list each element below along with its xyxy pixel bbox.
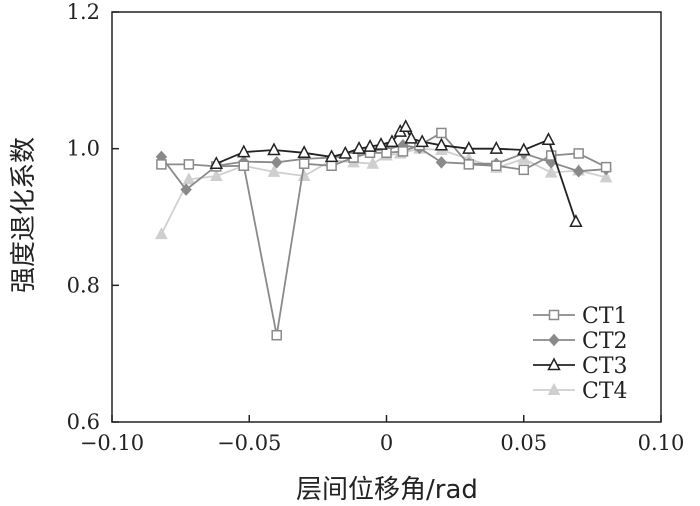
data-point-ct1 — [298, 158, 310, 169]
legend-item-ct3: CT3 — [533, 354, 628, 379]
data-point-ct3 — [324, 149, 339, 163]
y-tick-label: 1.0 — [67, 137, 100, 161]
y-axis-title: 强度退化系数 — [9, 137, 39, 293]
data-point-ct2 — [435, 156, 448, 169]
data-point-ct3 — [237, 144, 251, 158]
x-axis-title: 层间位移角/rad — [296, 475, 478, 505]
data-point-ct1 — [436, 127, 447, 139]
legend-marker — [547, 382, 561, 395]
data-point-ct4 — [366, 156, 380, 169]
data-point-ct1 — [271, 329, 282, 341]
data-point-ct4 — [182, 172, 196, 185]
data-point-ct1 — [573, 148, 584, 159]
data-point-ct1 — [491, 160, 502, 171]
data-point-ct3 — [489, 141, 504, 154]
data-point-ct1 — [326, 160, 337, 171]
legend-label: CT3 — [582, 354, 628, 379]
data-point-ct2 — [572, 164, 585, 178]
data-point-ct1 — [545, 150, 557, 161]
data-point-ct4 — [155, 227, 168, 240]
legend-item-ct2: CT2 — [533, 329, 628, 354]
x-tick-label: 0.10 — [638, 431, 685, 455]
data-point-ct3 — [462, 141, 476, 154]
series-layer — [155, 119, 613, 341]
data-point-ct2 — [271, 156, 283, 169]
x-tick-label: 0.05 — [500, 431, 547, 455]
legend-marker — [548, 309, 560, 321]
data-point-ct3 — [415, 134, 429, 148]
legend-item-ct4: CT4 — [533, 379, 628, 404]
data-point-ct3 — [385, 134, 399, 148]
data-point-ct1 — [463, 159, 475, 170]
legend-label: CT4 — [582, 379, 628, 404]
data-point-ct1 — [238, 160, 250, 171]
data-point-ct3 — [434, 137, 449, 151]
legend-label: CT1 — [582, 304, 628, 329]
series-ct3 — [209, 119, 583, 228]
plot-frame-rect — [111, 11, 662, 423]
data-point-ct4 — [267, 164, 281, 177]
data-point-ct1 — [600, 161, 612, 173]
data-point-ct3 — [209, 156, 224, 169]
legend-label: CT2 — [582, 329, 628, 354]
y-tick-label: 0.8 — [67, 273, 100, 297]
data-point-ct3 — [363, 139, 377, 152]
legend-marker — [547, 357, 561, 371]
legend-item-ct1: CT1 — [533, 304, 628, 329]
x-tick-label: −0.05 — [217, 431, 281, 455]
data-point-ct3 — [569, 214, 583, 228]
data-point-ct1 — [183, 159, 195, 170]
data-point-ct2 — [180, 183, 192, 196]
data-point-ct3 — [541, 132, 556, 146]
axis-ticks: −0.10 −0.05 0 0.05 0.10 0.6 0.8 1.0 1.2 — [67, 0, 685, 455]
legend-marker — [548, 333, 560, 347]
data-point-ct1 — [156, 159, 167, 170]
x-tick-label: −0.10 — [80, 431, 144, 455]
data-point-ct1 — [518, 164, 529, 176]
y-tick-label: 0.6 — [67, 410, 100, 434]
y-tick-label: 1.2 — [67, 0, 100, 24]
data-point-ct1 — [397, 146, 409, 157]
data-point-ct4 — [544, 165, 558, 178]
data-point-ct4 — [599, 170, 613, 183]
data-point-ct3 — [398, 119, 413, 133]
data-point-ct3 — [267, 142, 281, 156]
data-point-ct4 — [209, 168, 223, 181]
x-tick-label: 0 — [380, 431, 393, 455]
data-point-ct3 — [374, 136, 388, 150]
data-point-ct3 — [404, 130, 418, 144]
data-point-ct3 — [338, 145, 353, 159]
data-point-ct3 — [297, 145, 311, 159]
data-point-ct3 — [352, 141, 366, 154]
data-point-ct3 — [517, 142, 531, 156]
plot-frame — [111, 11, 662, 423]
